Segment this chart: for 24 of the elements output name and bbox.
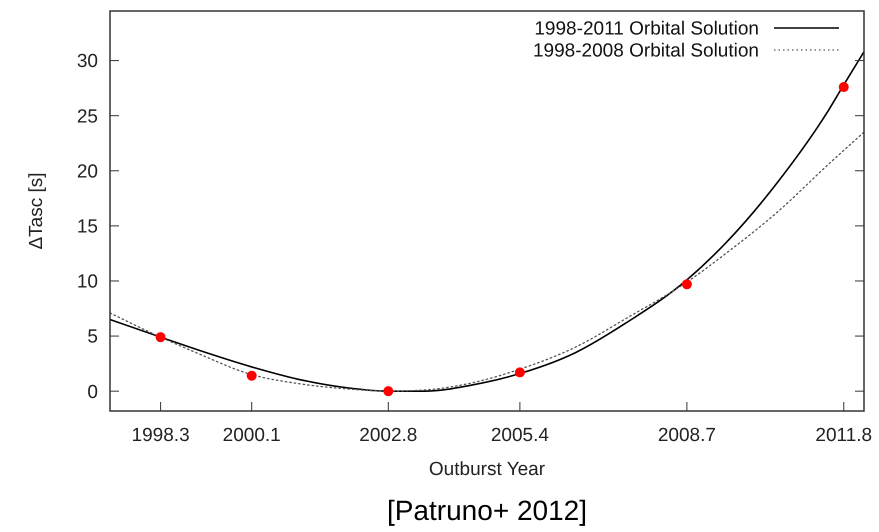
y-tick-label: 15 [76,216,98,238]
x-tick-label: 2008.7 [658,425,716,446]
y-tick-label: 30 [76,51,98,72]
x-tick-label: 2005.4 [490,425,550,446]
y-tick-label: 20 [76,161,98,182]
point [514,367,525,378]
x-axis-title: Outburst Year [428,459,546,480]
point [838,82,849,92]
legend-label: 1998-2008 Orbital Solution [532,40,759,62]
point [682,279,692,290]
y-axis-title: ΔTasc [s] [26,172,47,250]
x-tick-label: 2002.8 [359,425,418,446]
y-tick-label: 0 [87,382,98,403]
point [246,370,257,381]
x-tick-label: 1998.3 [132,425,190,446]
legend-label: 1998-2011 Orbital Solution [534,18,759,40]
x-tick-label: 2011.8 [815,425,872,446]
x-tick-label: 2000.1 [222,425,281,446]
y-tick-label: 5 [87,326,98,348]
y-tick-label: 10 [76,272,98,293]
point [156,332,166,342]
text: [Patruno+ 2012] [386,495,588,526]
y-tick-label: 25 [76,106,98,128]
point [383,386,394,396]
